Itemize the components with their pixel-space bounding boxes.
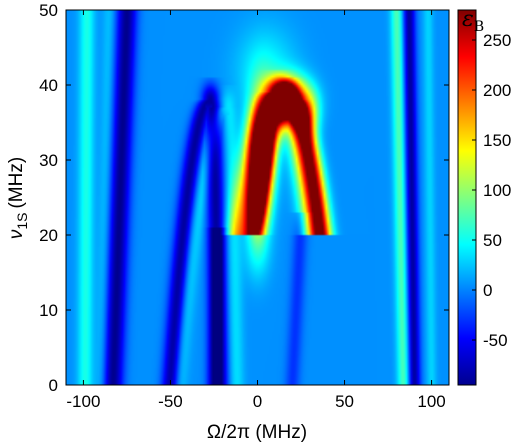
y-axis: 0 10 20 30 40 50	[39, 1, 449, 395]
y-tick-label: 50	[39, 1, 58, 20]
colorbar-tick-label: 100	[483, 181, 511, 200]
y-tick-label: 30	[39, 151, 58, 170]
y-axis-label-subscript: 1S	[14, 213, 30, 230]
colorbar-tick-label: 150	[483, 131, 511, 150]
colorbar-tick-label: 200	[483, 81, 511, 100]
x-tick-label: -100	[66, 392, 100, 411]
colorbar-title-symbol: ε	[462, 7, 474, 32]
svg-text:ν1S(MHz): ν1S (MHz)	[6, 157, 30, 239]
colorbar-tick-label: -50	[483, 331, 508, 350]
y-tick-label: 20	[39, 226, 58, 245]
colorbar-title-subscript: B	[474, 19, 484, 35]
colorbar	[457, 9, 477, 386]
plot-area	[66, 10, 449, 385]
y-axis-label-unit: (MHz)	[6, 157, 27, 209]
y-tick-label: 40	[39, 76, 58, 95]
heatmap-image	[66, 10, 449, 385]
y-tick-label: 10	[39, 301, 58, 320]
x-tick-label: 0	[253, 392, 262, 411]
colorbar-tick-label: 250	[483, 31, 511, 50]
y-tick-label: 0	[49, 376, 58, 395]
y-axis-label-symbol: ν	[6, 229, 27, 239]
x-tick-label: 50	[335, 392, 354, 411]
x-tick-label: -50	[158, 392, 183, 411]
x-axis-label: Ω/2π (MHz)	[207, 422, 307, 443]
colorbar-tick-label: 0	[483, 281, 492, 300]
colorbar-title: εB	[462, 7, 484, 35]
y-axis-label: ν1S (MHz)	[6, 157, 30, 239]
x-axis: -100 -50 0 50 100	[66, 10, 446, 411]
colorbar-tick-label: 50	[483, 231, 502, 250]
x-tick-label: 100	[417, 392, 445, 411]
colorbar-axis: -50 0 50 100 150 200 250	[472, 31, 511, 350]
